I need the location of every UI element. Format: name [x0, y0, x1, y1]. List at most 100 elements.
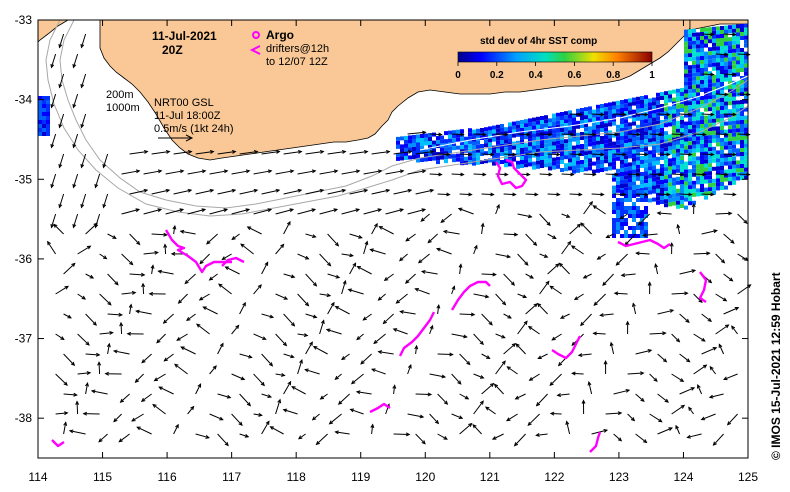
current-arrow — [240, 243, 254, 255]
sst-cell — [612, 149, 616, 154]
current-arrow — [121, 253, 134, 266]
current-arrow — [195, 383, 202, 395]
current-arrow — [319, 169, 339, 175]
current-arrow — [347, 288, 364, 295]
sst-cell — [740, 28, 744, 32]
sst-cell — [736, 112, 740, 117]
sst-cell — [684, 189, 688, 194]
sst-cell — [708, 175, 712, 180]
sst-cell — [700, 28, 704, 32]
sst-cell — [692, 148, 696, 153]
sst-cell — [664, 155, 668, 160]
sst-cell — [744, 67, 748, 72]
sst-cell — [744, 91, 748, 96]
sst-cell — [708, 143, 712, 148]
current-arrow — [173, 188, 193, 195]
sst-cell — [572, 145, 576, 150]
y-tick-label: -37 — [15, 332, 33, 346]
current-arrow — [437, 433, 448, 440]
current-arrow — [493, 383, 504, 395]
sst-cell — [628, 170, 632, 175]
current-arrow — [187, 405, 195, 415]
current-arrow — [649, 413, 663, 423]
sst-cell — [612, 194, 616, 198]
current-arrow — [649, 373, 658, 382]
sst-cell — [640, 214, 644, 218]
current-arrow — [701, 347, 718, 355]
sst-cell — [720, 122, 724, 126]
current-arrow — [625, 320, 630, 335]
current-arrow — [217, 342, 224, 355]
current-arrow — [559, 313, 570, 319]
sst-cell — [420, 146, 424, 150]
sst-cell — [704, 175, 708, 180]
sst-cell — [532, 141, 536, 146]
sst-cell — [524, 163, 528, 168]
current-arrow — [362, 313, 372, 321]
sst-cell — [592, 141, 596, 146]
sst-cell — [408, 155, 412, 160]
sst-cell — [412, 154, 416, 159]
sst-cell — [508, 146, 512, 151]
current-arrow — [141, 353, 152, 364]
sst-cell — [528, 122, 532, 127]
sst-cell — [708, 183, 712, 188]
sst-cell — [660, 164, 664, 168]
sst-cell — [46, 132, 50, 136]
sst-cell — [552, 157, 556, 162]
current-arrow — [481, 272, 497, 277]
sst-cell — [728, 161, 732, 166]
sst-cell — [712, 50, 716, 55]
current-arrow — [106, 342, 111, 355]
current-arrow — [506, 413, 518, 422]
sst-cell — [648, 114, 652, 119]
sst-cell — [712, 190, 716, 195]
sst-cell — [684, 137, 688, 142]
sst-cell — [572, 169, 576, 174]
sst-cell — [576, 136, 580, 141]
sst-cell — [432, 156, 436, 161]
sst-cell — [612, 230, 616, 234]
current-arrow — [473, 333, 484, 346]
current-arrow — [195, 149, 215, 155]
sst-cell — [38, 124, 42, 128]
sst-cell — [432, 148, 436, 153]
sst-cell — [740, 168, 744, 172]
current-arrow — [129, 188, 149, 195]
sst-cell — [416, 146, 420, 151]
current-arrow — [635, 251, 650, 256]
sst-stddev-field — [38, 23, 748, 238]
sst-cell — [692, 188, 696, 193]
sst-cell — [512, 129, 516, 134]
current-arrow — [517, 132, 531, 137]
sst-cell — [704, 135, 708, 140]
sst-cell — [460, 157, 464, 162]
sst-cell — [696, 48, 700, 53]
sst-cell — [624, 159, 628, 164]
sst-cell — [480, 160, 484, 164]
sst-cell — [740, 88, 744, 92]
sst-cell — [684, 181, 688, 186]
sst-cell — [644, 210, 648, 214]
current-arrow — [165, 169, 185, 175]
sst-cell — [536, 144, 540, 149]
sst-cell — [696, 144, 700, 149]
current-arrow — [121, 169, 141, 175]
sst-cell — [736, 136, 740, 141]
sst-cell — [736, 140, 740, 145]
sst-cell — [636, 192, 640, 197]
sst-cell — [596, 168, 600, 173]
current-arrow — [593, 293, 606, 306]
sst-cell — [628, 198, 632, 202]
current-arrow — [577, 353, 592, 358]
current-arrow — [371, 188, 391, 195]
sst-cell — [528, 126, 532, 131]
sst-cell — [620, 132, 624, 136]
sst-cell — [744, 123, 748, 128]
sst-cell — [596, 140, 600, 145]
current-arrow — [55, 373, 68, 386]
sst-cell — [652, 141, 656, 146]
sst-cell — [544, 135, 548, 140]
current-arrow — [535, 433, 548, 437]
sst-cell — [680, 116, 684, 120]
